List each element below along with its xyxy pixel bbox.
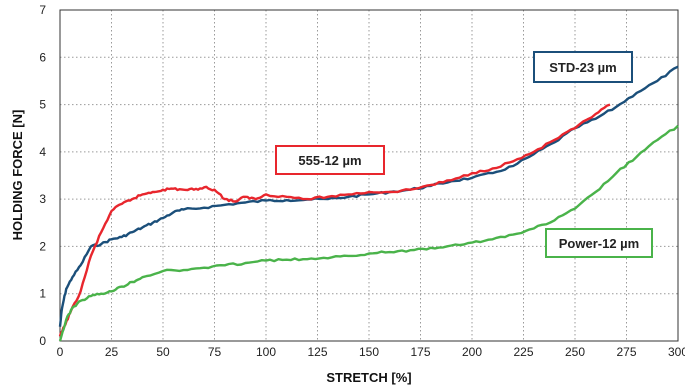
label-power-12: Power-12 µm <box>545 228 653 258</box>
series-line-0 <box>58 65 679 327</box>
y-tick-label: 2 <box>39 239 46 253</box>
series-line-1 <box>58 103 611 337</box>
label-555-12-text: 555-12 µm <box>298 153 361 168</box>
y-axis-title: HOLDING FORCE [N] <box>10 110 25 241</box>
grid <box>60 10 678 341</box>
x-axis-title: STRETCH [%] <box>326 370 411 385</box>
label-555-12: 555-12 µm <box>275 145 385 175</box>
x-tick-label: 200 <box>462 345 482 359</box>
y-tick-label: 5 <box>39 98 46 112</box>
x-tick-label: 175 <box>410 345 430 359</box>
y-tick-label: 1 <box>39 287 46 301</box>
tick-labels: 0 25 50 75 100 125 150 175 200 225 250 275 300012345… <box>39 3 685 359</box>
x-tick-label: 225 <box>513 345 533 359</box>
label-power-12-box <box>545 228 653 258</box>
x-tick-label: 75 <box>208 345 222 359</box>
x-tick-label: 300 <box>668 345 685 359</box>
series-line-2 <box>58 124 679 342</box>
x-tick-label: 275 <box>616 345 636 359</box>
series-layer <box>58 65 679 342</box>
plot-frame <box>59 9 679 342</box>
y-tick-label: 3 <box>39 192 46 206</box>
x-tick-label: 25 <box>105 345 119 359</box>
x-tick-label: 250 <box>565 345 585 359</box>
x-tick-label: 0 <box>57 345 64 359</box>
label-std-23-box <box>533 51 633 83</box>
y-tick-label: 0 <box>39 334 46 348</box>
x-tick-label: 50 <box>156 345 170 359</box>
label-std-23-text: STD-23 µm <box>549 60 616 75</box>
x-tick-label: 100 <box>256 345 276 359</box>
y-tick-label: 6 <box>39 50 46 64</box>
x-tick-label: 150 <box>359 345 379 359</box>
label-std-23: STD-23 µm <box>533 51 633 83</box>
label-power-12-text: Power-12 µm <box>559 236 639 251</box>
x-tick-label: 125 <box>307 345 327 359</box>
y-tick-label: 7 <box>39 3 46 17</box>
y-tick-label: 4 <box>39 145 46 159</box>
label-555-12-box <box>275 145 385 175</box>
